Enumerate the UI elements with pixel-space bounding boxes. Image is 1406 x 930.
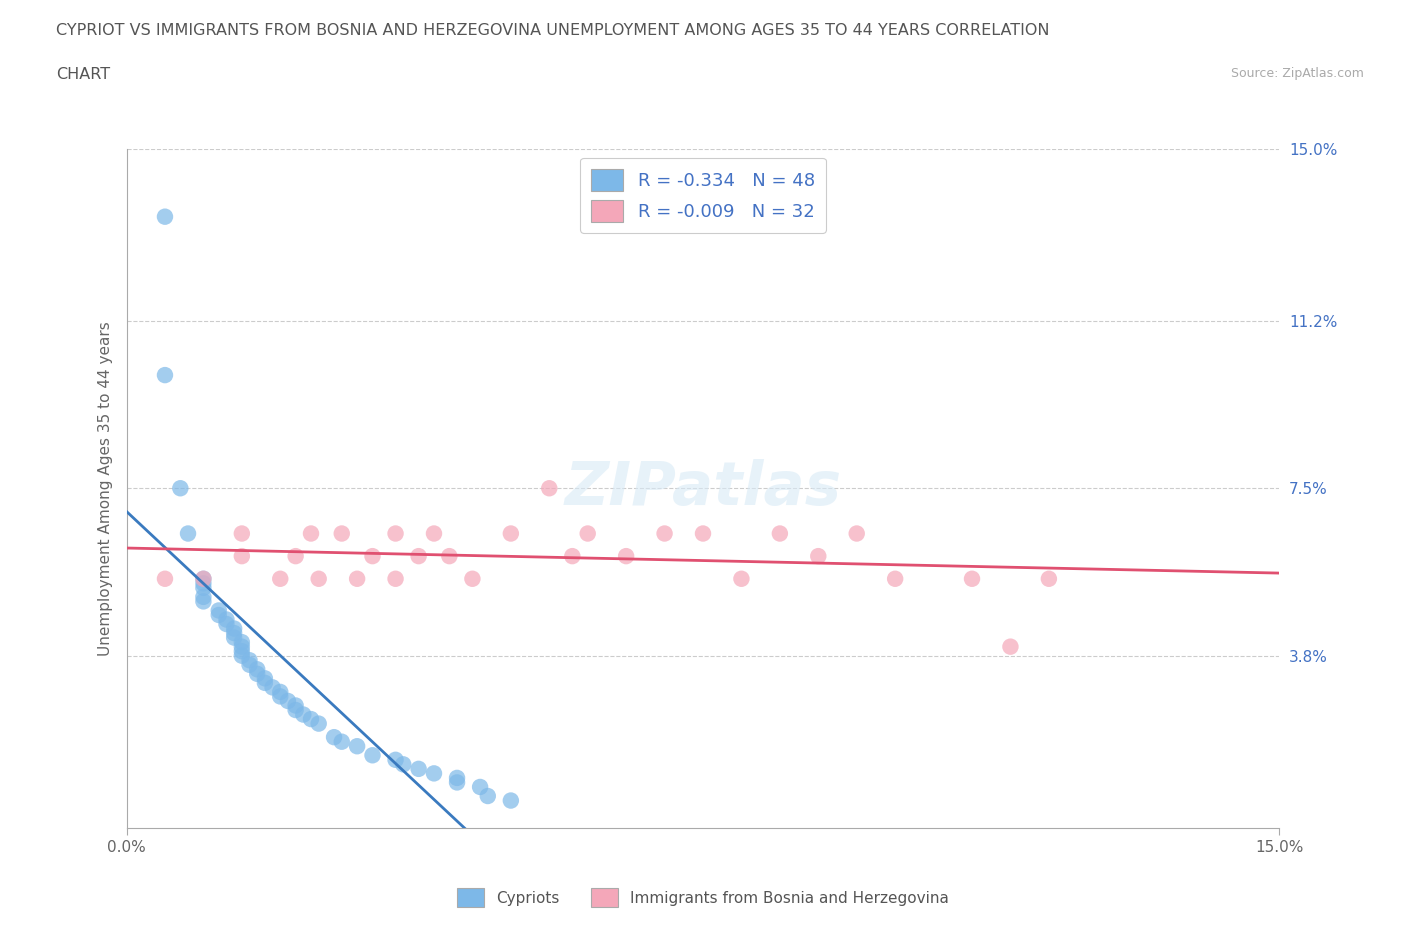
Point [193,590,215,604]
Point [253,675,276,690]
Point [153,209,176,224]
Point [461,571,484,586]
Point [231,644,253,658]
Point [193,580,215,595]
Point [392,757,415,772]
Point [477,789,499,804]
Text: CHART: CHART [56,67,110,82]
Point [246,667,269,682]
Point [384,571,406,586]
Legend: Cypriots, Immigrants from Bosnia and Herzegovina: Cypriots, Immigrants from Bosnia and Her… [451,883,955,913]
Point [153,571,176,586]
Point [284,698,307,713]
Point [231,634,253,649]
Point [292,707,315,722]
Point [284,702,307,717]
Point [423,526,446,541]
Point [330,735,353,750]
Point [576,526,599,541]
Text: CYPRIOT VS IMMIGRANTS FROM BOSNIA AND HERZEGOVINA UNEMPLOYMENT AMONG AGES 35 TO : CYPRIOT VS IMMIGRANTS FROM BOSNIA AND HE… [56,23,1050,38]
Point [330,526,353,541]
Point [499,526,522,541]
Point [499,793,522,808]
Point [193,571,215,586]
Point [224,621,246,636]
Point [215,617,238,631]
Point [730,571,752,586]
Point [208,603,231,618]
Point [561,549,583,564]
Point [384,752,406,767]
Point [269,684,291,699]
Point [253,671,276,685]
Point [692,526,714,541]
Point [231,648,253,663]
Legend: R = -0.334   N = 48, R = -0.009   N = 32: R = -0.334 N = 48, R = -0.009 N = 32 [581,158,825,232]
Point [277,694,299,709]
Point [208,607,231,622]
Point [193,571,215,586]
Point [193,594,215,609]
Text: ZIPatlas: ZIPatlas [564,458,842,518]
Point [231,639,253,654]
Point [1000,639,1022,654]
Point [960,571,983,586]
Point [614,549,637,564]
Point [153,367,176,382]
Point [446,775,468,790]
Point [468,779,491,794]
Point [308,571,330,586]
Point [231,526,253,541]
Point [224,626,246,641]
Y-axis label: Unemployment Among Ages 35 to 44 years: Unemployment Among Ages 35 to 44 years [97,321,112,656]
Point [361,549,384,564]
Point [262,680,284,695]
Point [439,549,461,564]
Point [246,662,269,677]
Point [177,526,200,541]
Point [446,770,468,785]
Point [238,653,260,668]
Point [299,711,322,726]
Point [299,526,322,541]
Point [193,576,215,591]
Point [384,526,406,541]
Point [323,730,346,745]
Point [408,762,430,777]
Point [769,526,792,541]
Point [654,526,676,541]
Point [308,716,330,731]
Point [884,571,907,586]
Point [845,526,868,541]
Text: Source: ZipAtlas.com: Source: ZipAtlas.com [1230,67,1364,80]
Point [538,481,561,496]
Point [807,549,830,564]
Point [1038,571,1060,586]
Point [231,549,253,564]
Point [284,549,307,564]
Point [169,481,191,496]
Point [346,738,368,753]
Point [215,612,238,627]
Point [361,748,384,763]
Point [224,631,246,645]
Point [346,571,368,586]
Point [408,549,430,564]
Point [423,766,446,781]
Point [269,689,291,704]
Point [238,658,260,672]
Point [269,571,291,586]
